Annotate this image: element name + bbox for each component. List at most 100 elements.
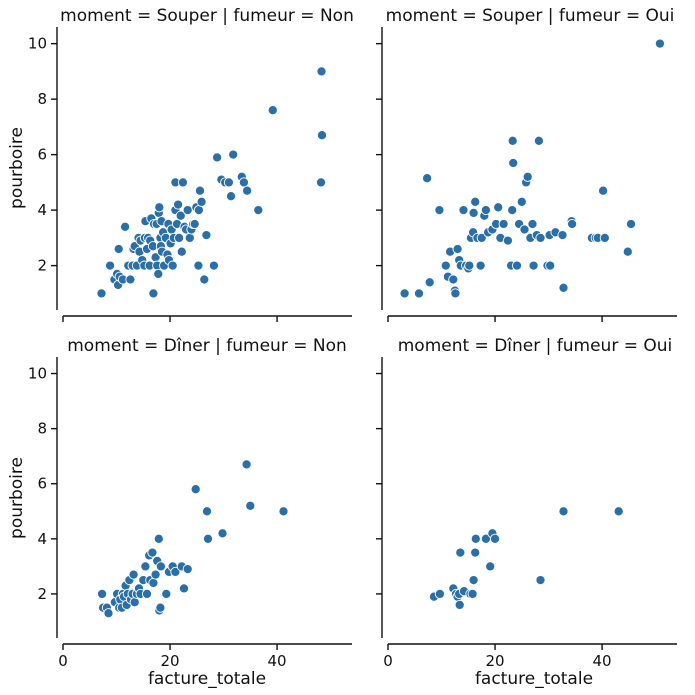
scatter-point (508, 157, 519, 169)
scatter-point (194, 185, 206, 196)
scatter-point (476, 232, 487, 243)
scatter-point (470, 196, 481, 207)
scatter-point (448, 274, 459, 285)
scatter-point (245, 500, 256, 511)
points-group (97, 459, 289, 619)
scatter-point (217, 528, 228, 539)
scatter-point (452, 243, 463, 255)
scatter-point (424, 277, 435, 288)
scatter-point (278, 506, 289, 517)
scatter-point (148, 288, 159, 299)
scatter-point (199, 274, 210, 285)
scatter-point (498, 218, 509, 230)
scatter-point (189, 218, 200, 230)
scatter-point (140, 561, 151, 572)
axes-group: 0 20 40 (376, 357, 677, 670)
scatter-point (97, 588, 108, 599)
scatter-point (148, 577, 159, 588)
scatter-point (533, 135, 544, 146)
scatter-point (155, 561, 166, 572)
scatter-point (434, 205, 445, 216)
scatter-point (153, 268, 164, 279)
scatter-point (173, 199, 184, 210)
scatter-point (193, 260, 204, 271)
scatter-point (167, 260, 178, 271)
facet-souper-oui: moment = Souper | fumeur = Oui (376, 6, 677, 322)
y-tick-label: 2 (37, 257, 47, 275)
scatter-point (502, 235, 513, 246)
x-tick-label: 20 (160, 652, 179, 670)
x-axis-label-left: facture_totale (148, 669, 266, 689)
scatter-point (184, 232, 195, 243)
scatter-point (315, 177, 327, 188)
scatter-point (493, 202, 504, 213)
scatter-point (175, 210, 186, 221)
scatter-point (225, 191, 237, 202)
facet-diner-non: moment = Dîner | fumeur = Non 2 4 6 8 10 0 20 4… (28, 336, 352, 670)
scatter-point (413, 288, 425, 299)
scatter-point (208, 260, 219, 271)
scatter-point (507, 205, 518, 216)
scatter-point (174, 232, 185, 243)
scatter-point (434, 588, 445, 599)
scatter-point (470, 547, 481, 558)
scatter-point (480, 205, 491, 216)
facet-diner-oui: moment = Dîner | fumeur = Oui 0 20 40 (376, 336, 677, 670)
scatter-point (103, 608, 114, 619)
scatter-point (241, 459, 252, 470)
y-tick-label: 8 (37, 420, 47, 438)
scatter-point (182, 564, 193, 575)
scatter-point (129, 597, 140, 608)
x-tick-label: 20 (485, 652, 504, 670)
scatter-point (177, 177, 188, 188)
scatter-point (440, 260, 451, 271)
scatter-point (399, 288, 410, 299)
scatter-point (212, 152, 223, 163)
y-tick-label: 10 (28, 35, 47, 53)
scatter-point (468, 575, 479, 586)
scatter-point (202, 533, 214, 544)
scatter-point (598, 185, 609, 196)
points-group (96, 66, 328, 299)
x-axis-label-right: facture_totale (475, 669, 593, 689)
points-group (428, 506, 624, 610)
scatter-point (182, 205, 193, 216)
scatter-point (178, 583, 190, 594)
scatter-point (464, 260, 475, 271)
y-tick-label: 8 (37, 90, 47, 108)
scatter-point (528, 260, 539, 271)
facet-title: moment = Dîner | fumeur = Non (67, 336, 347, 356)
scatter-point (558, 282, 569, 293)
scatter-point (316, 130, 328, 141)
y-tick-label: 6 (37, 475, 47, 493)
scatter-point (176, 246, 187, 257)
scatter-point (113, 243, 124, 255)
scatter-point (654, 38, 665, 49)
scatter-point (489, 533, 501, 544)
scatter-point (522, 171, 533, 182)
scatter-point (190, 484, 201, 495)
scatter-point (201, 506, 213, 517)
scatter-point (450, 288, 461, 299)
scatter-point (153, 533, 164, 544)
facet-souper-non: moment = Souper | fumeur = Non 2 4 6 8 10 (28, 6, 354, 322)
scatter-point (470, 533, 481, 544)
scatter-point (253, 205, 264, 216)
scatter-point (228, 149, 239, 160)
scatter-point (201, 230, 212, 241)
x-tick-label: 40 (268, 652, 287, 670)
scatter-point (150, 569, 161, 580)
axes-group (376, 27, 677, 322)
scatter-point (128, 569, 139, 580)
scatter-point (458, 205, 469, 216)
x-tick-label: 0 (58, 652, 68, 670)
scatter-point (141, 588, 153, 599)
scatter-point (242, 185, 253, 196)
scatter-point (557, 230, 568, 241)
scatter-point (267, 105, 278, 116)
scatter-point (223, 177, 234, 188)
scatter-point (125, 274, 136, 285)
y-tick-label: 4 (37, 201, 47, 219)
scatter-point (120, 221, 131, 232)
